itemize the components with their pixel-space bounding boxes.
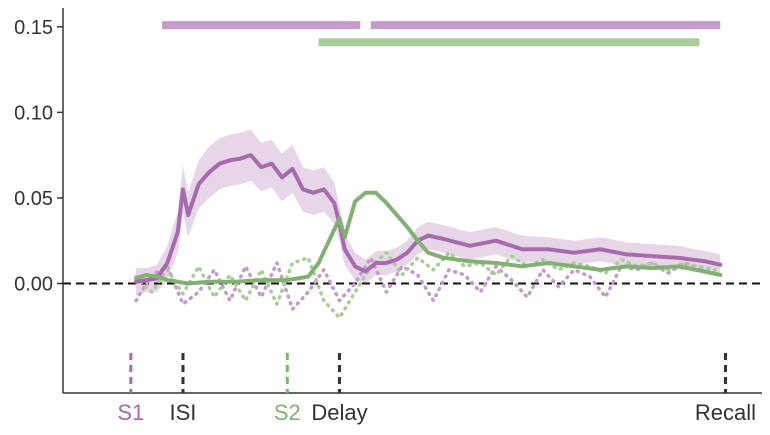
error-bands — [136, 129, 721, 296]
series-2-line — [134, 256, 717, 311]
event-label-isi: ISI — [170, 400, 197, 425]
y-tick-label-1: 0.05 — [14, 188, 53, 210]
event-label-s1: S1 — [117, 400, 144, 425]
event-markers: S1 ISI S2 Delay Recall — [117, 353, 756, 425]
y-tick-label-3: 0.15 — [14, 17, 53, 39]
event-label-s2: S2 — [274, 400, 301, 425]
y-tick-label-0: 0.00 — [14, 273, 53, 295]
series-0-error-band — [136, 129, 721, 296]
y-axis: 0.00 0.05 0.10 0.15 — [14, 8, 64, 393]
series-lines — [134, 153, 723, 320]
series-3-line — [134, 250, 717, 320]
event-label-recall: Recall — [695, 400, 756, 425]
significance-bars — [162, 21, 721, 47]
event-label-delay: Delay — [311, 400, 367, 425]
series-1-line — [134, 190, 723, 286]
y-tick-label-2: 0.10 — [14, 102, 53, 124]
y-ticks: 0.00 0.05 0.10 0.15 — [14, 17, 63, 295]
